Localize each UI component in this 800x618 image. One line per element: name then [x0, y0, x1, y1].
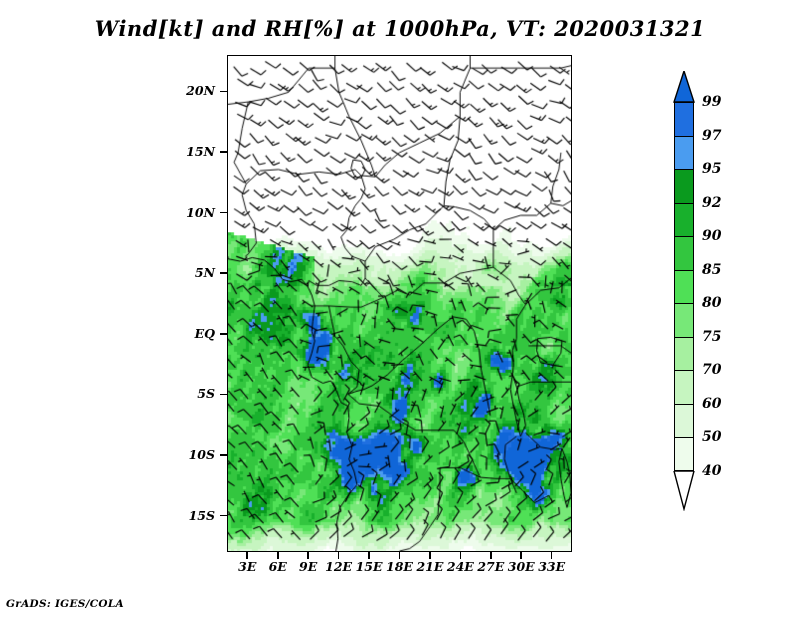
y-tick-mark — [220, 333, 227, 335]
colorbar-tick-label: 60 — [702, 397, 721, 411]
y-tick-label: EQ — [169, 328, 215, 340]
x-tick-mark — [460, 552, 462, 559]
x-tick-label: 30E — [501, 561, 541, 573]
colorbar-arrow-top-outline — [673, 71, 695, 103]
y-tick-label: 20N — [169, 85, 215, 97]
x-tick-label: 6E — [258, 561, 298, 573]
colorbar-band — [674, 102, 694, 136]
x-tick-label: 27E — [471, 561, 511, 573]
y-tick-mark — [220, 454, 227, 456]
x-tick-label: 3E — [227, 561, 267, 573]
x-tick-mark — [490, 552, 492, 559]
x-tick-label: 9E — [288, 561, 328, 573]
colorbar-tick-label: 75 — [702, 330, 721, 344]
colorbar-band — [674, 437, 694, 471]
colorbar-band — [674, 169, 694, 203]
colorbar-tick-label: 95 — [702, 162, 721, 176]
colorbar-tick-label: 99 — [702, 95, 721, 109]
colorbar-tick-label: 40 — [702, 464, 721, 478]
colorbar-tick-label: 70 — [702, 363, 721, 377]
x-tick-label: 15E — [349, 561, 389, 573]
x-tick-mark — [277, 552, 279, 559]
x-tick-label: 24E — [440, 561, 480, 573]
y-tick-mark — [220, 394, 227, 396]
colorbar-tick-label: 90 — [702, 229, 721, 243]
y-tick-label: 10N — [169, 207, 215, 219]
colorbar-band — [674, 203, 694, 237]
colorbar-band — [674, 303, 694, 337]
grads-attribution: GrADS: IGES/COLA — [6, 598, 124, 610]
x-tick-mark — [429, 552, 431, 559]
x-tick-label: 18E — [380, 561, 420, 573]
colorbar-band — [674, 370, 694, 404]
colorbar-band — [674, 270, 694, 304]
colorbar-arrow-bottom-outline — [673, 471, 695, 511]
y-tick-label: 15S — [169, 510, 215, 522]
colorbar-band — [674, 236, 694, 270]
x-tick-mark — [307, 552, 309, 559]
y-tick-label: 5S — [169, 388, 215, 400]
x-tick-mark — [246, 552, 248, 559]
page-title: Wind[kt] and RH[%] at 1000hPa, VT: 20200… — [0, 16, 800, 41]
x-tick-mark — [368, 552, 370, 559]
colorbar-tick-label: 92 — [702, 196, 721, 210]
colorbar-band — [674, 404, 694, 438]
y-tick-label: 5N — [169, 267, 215, 279]
x-tick-mark — [399, 552, 401, 559]
colorbar-tick-label: 80 — [702, 296, 721, 310]
y-tick-label: 10S — [169, 449, 215, 461]
x-tick-label: 12E — [319, 561, 359, 573]
y-tick-mark — [220, 212, 227, 214]
map-plot-area — [227, 55, 572, 552]
colorbar-band — [674, 337, 694, 371]
y-tick-mark — [220, 272, 227, 274]
colorbar-tick-label: 50 — [702, 430, 721, 444]
x-tick-mark — [520, 552, 522, 559]
colorbar-tick-label: 97 — [702, 129, 721, 143]
x-tick-mark — [551, 552, 553, 559]
y-tick-label: 15N — [169, 146, 215, 158]
colorbar-tick-label: 85 — [702, 263, 721, 277]
x-tick-label: 21E — [410, 561, 450, 573]
y-tick-mark — [220, 151, 227, 153]
rh-colorbar: 99 97 95 92 90 85 80 75 70 60 50 40 — [668, 72, 798, 552]
colorbar-band — [674, 136, 694, 170]
y-tick-mark — [220, 515, 227, 517]
y-tick-mark — [220, 91, 227, 93]
rh-wind-map-canvas — [228, 56, 571, 551]
colorbar-bands — [674, 102, 694, 471]
x-tick-label: 33E — [532, 561, 572, 573]
x-tick-mark — [338, 552, 340, 559]
